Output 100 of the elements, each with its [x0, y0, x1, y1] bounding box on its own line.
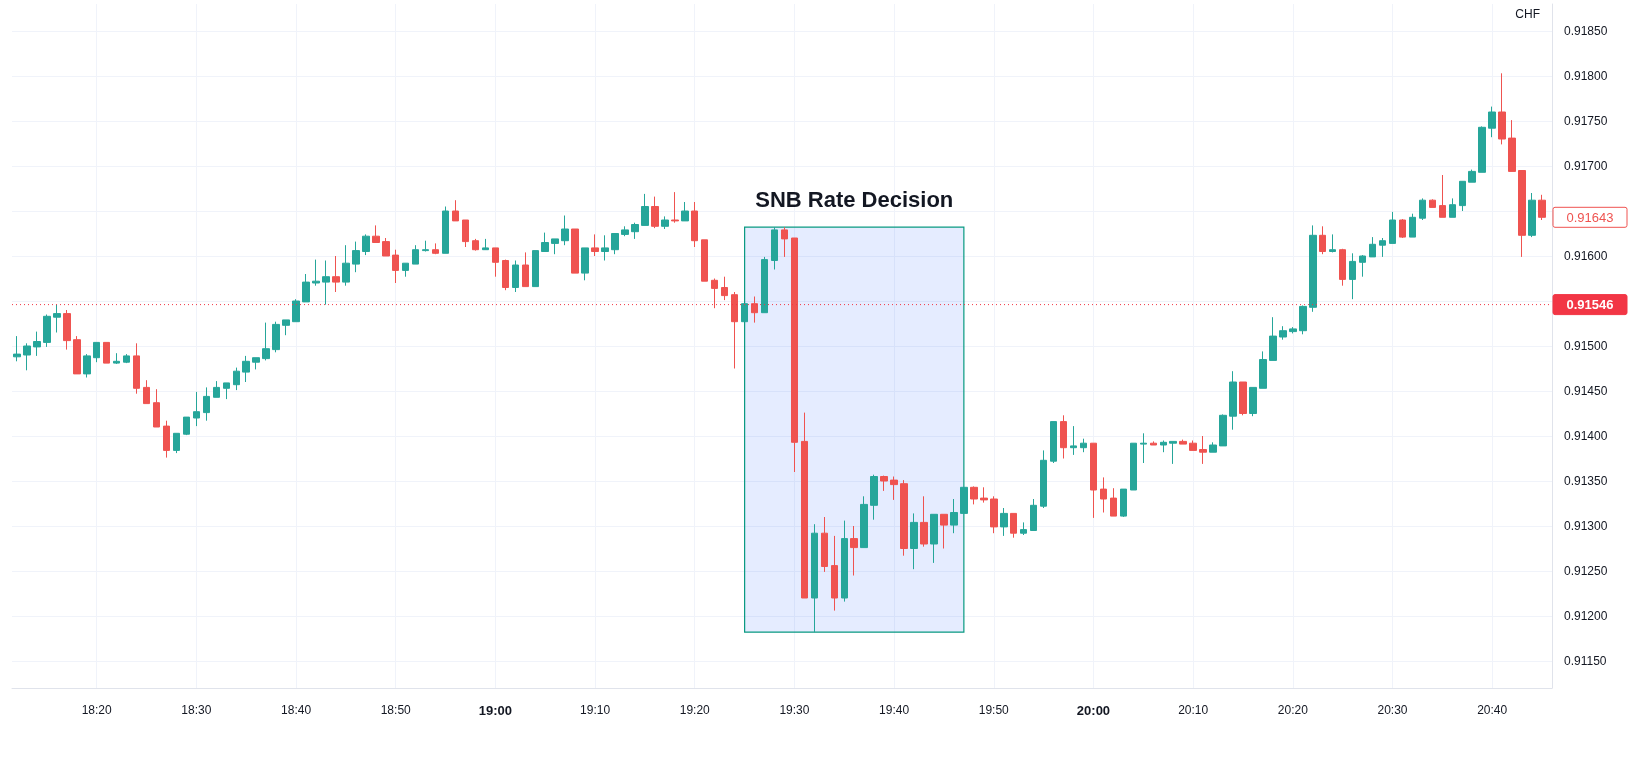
y-tick-label: 0.91850 — [1564, 24, 1608, 38]
y-tick-label: 0.91250 — [1564, 564, 1608, 578]
candlestick — [1389, 211, 1396, 244]
candlestick — [1020, 521, 1027, 536]
candlestick — [1289, 326, 1297, 334]
candlestick — [372, 224, 380, 243]
candlestick — [1169, 440, 1177, 465]
candlestick — [741, 303, 748, 323]
x-tick-label: 19:00 — [478, 703, 513, 718]
candlestick — [1419, 197, 1426, 221]
x-tick-label: 19:10 — [580, 703, 611, 717]
candlestick — [1399, 218, 1406, 239]
candlestick — [880, 475, 888, 492]
candlestick — [1199, 435, 1207, 465]
candlestick — [173, 432, 180, 454]
candlestick — [601, 234, 609, 261]
candlestick — [522, 251, 529, 288]
candlestick — [1070, 425, 1077, 456]
candlestick — [1319, 225, 1326, 255]
candlestick — [811, 523, 818, 633]
candlestick — [801, 412, 808, 599]
candlestick — [1050, 421, 1057, 464]
candlestick — [890, 476, 898, 501]
candlestick — [332, 255, 340, 293]
candlestick — [412, 244, 419, 265]
candlestick — [1449, 197, 1456, 218]
candlestick — [382, 237, 390, 257]
candlestick — [1429, 198, 1436, 208]
candlestick — [63, 309, 71, 351]
candlestick — [1090, 442, 1097, 519]
candlestick — [850, 525, 858, 576]
candlestick — [1060, 414, 1067, 459]
candlestick — [761, 256, 768, 314]
candlestick — [1080, 438, 1087, 453]
candlestick — [203, 386, 210, 422]
candlestick — [1339, 248, 1346, 287]
candlestick — [1508, 119, 1516, 172]
candlestick — [462, 219, 469, 248]
candlestick — [442, 206, 449, 254]
y-tick-label: 0.91700 — [1564, 159, 1608, 173]
candlestick — [1459, 180, 1466, 212]
text: 0.91643 — [1566, 209, 1614, 225]
candlestick — [860, 495, 868, 549]
x-tick-label: 18:30 — [181, 703, 212, 717]
candlestick — [721, 276, 728, 301]
candlestick — [13, 335, 21, 362]
candlestick — [252, 357, 260, 370]
candlestick — [392, 249, 399, 284]
candlestick — [1299, 305, 1307, 335]
x-tick-label: 20:10 — [1178, 703, 1209, 717]
candlestick — [492, 247, 499, 278]
candlestick — [43, 314, 51, 348]
x-tick-label: 19:30 — [779, 703, 810, 717]
y-tick-label: 0.91800 — [1564, 69, 1608, 83]
candlestick — [1369, 236, 1376, 258]
y-tick-label: 0.91450 — [1564, 384, 1608, 398]
candlestick — [402, 262, 409, 278]
candlestick — [1359, 254, 1366, 278]
x-tick-label: 18:50 — [380, 703, 412, 717]
x-tick-label: 20:00 — [1076, 703, 1111, 718]
ref-line-label: 0.91546 — [1566, 297, 1614, 313]
y-tick-label: 0.91750 — [1564, 114, 1608, 128]
candlestick — [193, 391, 200, 427]
candlestick — [551, 238, 559, 255]
candlestick — [223, 382, 230, 400]
candlestick — [422, 240, 429, 252]
x-tick-label: 18:40 — [281, 703, 312, 717]
candlestick — [352, 241, 360, 273]
candlestick — [1309, 224, 1317, 313]
candlestick — [681, 201, 689, 222]
candlestick — [302, 273, 310, 303]
candlestick — [1478, 125, 1486, 173]
y-axis-title: CHF — [1515, 7, 1541, 21]
candlestick — [512, 260, 519, 293]
candlestick — [900, 479, 908, 557]
candlestick — [1110, 487, 1117, 517]
candlestick — [292, 298, 300, 323]
candlestick — [1279, 325, 1287, 341]
candlestick — [841, 520, 848, 603]
candlestick — [1269, 316, 1277, 361]
candlestick — [1259, 350, 1267, 389]
candlestick — [990, 495, 998, 534]
candlestick — [1140, 432, 1147, 464]
candlestick — [1518, 170, 1526, 258]
x-tick-label: 18:20 — [81, 703, 113, 717]
candlestick — [691, 201, 698, 248]
candlestick — [1030, 498, 1037, 531]
candlestick — [1219, 413, 1227, 447]
candlestick — [711, 278, 718, 309]
candlestick — [233, 367, 240, 391]
candlestick — [1100, 476, 1107, 513]
candlestick — [1379, 237, 1386, 258]
band-label: SNB Rate Decision — [755, 187, 954, 213]
candlestick — [1179, 439, 1187, 445]
candlestick — [960, 486, 968, 514]
candlestick — [362, 233, 370, 256]
candlestick — [631, 222, 639, 240]
candlestick — [123, 353, 130, 364]
candlestick — [591, 233, 599, 257]
candlestick — [213, 380, 220, 398]
